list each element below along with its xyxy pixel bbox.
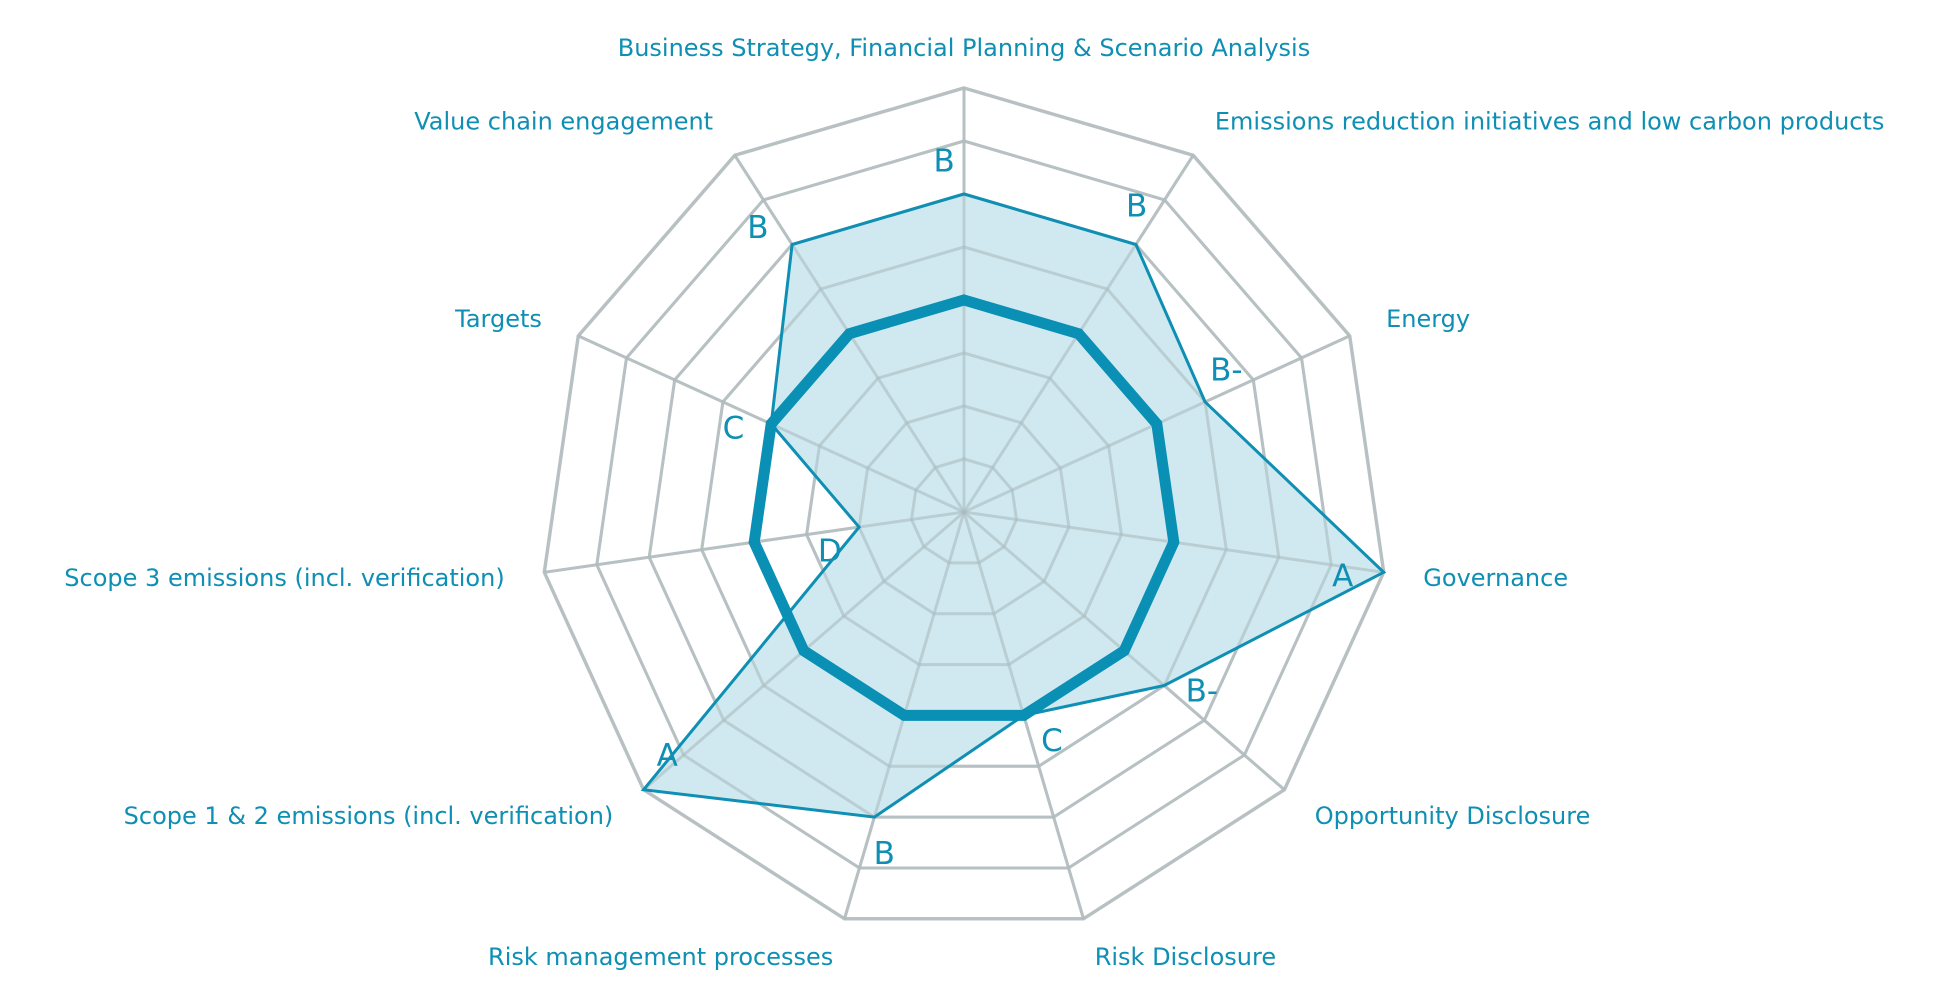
axis-label: Opportunity Disclosure xyxy=(1315,802,1591,830)
axis-label: Targets xyxy=(454,305,542,333)
grid-ring-overlay xyxy=(857,404,1071,616)
axis-label: Business Strategy, Financial Planning & … xyxy=(618,34,1310,62)
score-outline xyxy=(640,192,1387,819)
grade-label: C xyxy=(1041,723,1063,759)
axis-label: Risk Disclosure xyxy=(1095,943,1276,971)
benchmark-outline xyxy=(748,294,1180,721)
axis-label: Emissions reduction initiatives and low … xyxy=(1215,108,1885,136)
grid-ring-overlay xyxy=(700,245,1228,768)
axis-label: Energy xyxy=(1386,305,1470,333)
axis-label: Risk management processes xyxy=(488,943,833,971)
axis-label: Governance xyxy=(1423,564,1568,592)
grade-label: A xyxy=(1332,559,1353,595)
grade-label: B xyxy=(933,144,954,180)
grade-label: D xyxy=(818,533,842,569)
grade-label: B xyxy=(747,210,768,246)
grade-label: B xyxy=(874,836,895,872)
grade-label: B xyxy=(1126,189,1147,225)
grid-ring-overlay xyxy=(909,457,1019,565)
axis-label: Scope 3 emissions (incl. verification) xyxy=(64,564,504,592)
grade-label: B- xyxy=(1186,674,1218,710)
grid-ring-overlay xyxy=(647,192,1281,819)
grid-ring-overlay xyxy=(542,86,1386,921)
axis-label: Scope 1 & 2 emissions (incl. verificatio… xyxy=(124,802,614,830)
grid-ring-overlay xyxy=(805,351,1123,667)
grade-labels: B B B- A B- C B A D C B xyxy=(657,144,1354,872)
axis-label: Value chain engagement xyxy=(414,108,713,136)
axis-labels: Business Strategy, Financial Planning & … xyxy=(64,34,1884,971)
grade-label: A xyxy=(657,738,678,774)
grid-ring-overlay xyxy=(595,139,1333,870)
grade-label: B- xyxy=(1210,352,1242,388)
benchmark-layer xyxy=(748,294,1180,721)
grade-label: C xyxy=(723,411,745,447)
score-layer xyxy=(542,86,1387,921)
